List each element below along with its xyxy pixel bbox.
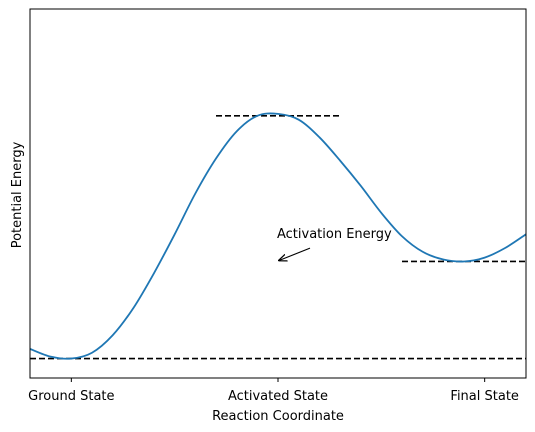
x-tick-label-1: Activated State [228,389,328,404]
annotations: Activation Energy [277,227,392,260]
x-axis-label: Reaction Coordinate [212,409,344,424]
reference-lines [30,115,526,360]
x-tick-label-2: Final State [450,389,519,404]
series-line-0 [29,112,527,360]
plot-frame [29,8,527,379]
annotation-label-0: Activation Energy [277,227,392,242]
y-axis-label: Potential Energy [10,141,25,248]
x-axis-ticks: Ground State Activated State Final State [28,378,519,404]
annotation-arrow-0 [279,247,311,260]
x-tick-label-0: Ground State [28,389,114,404]
series-group [29,112,527,360]
